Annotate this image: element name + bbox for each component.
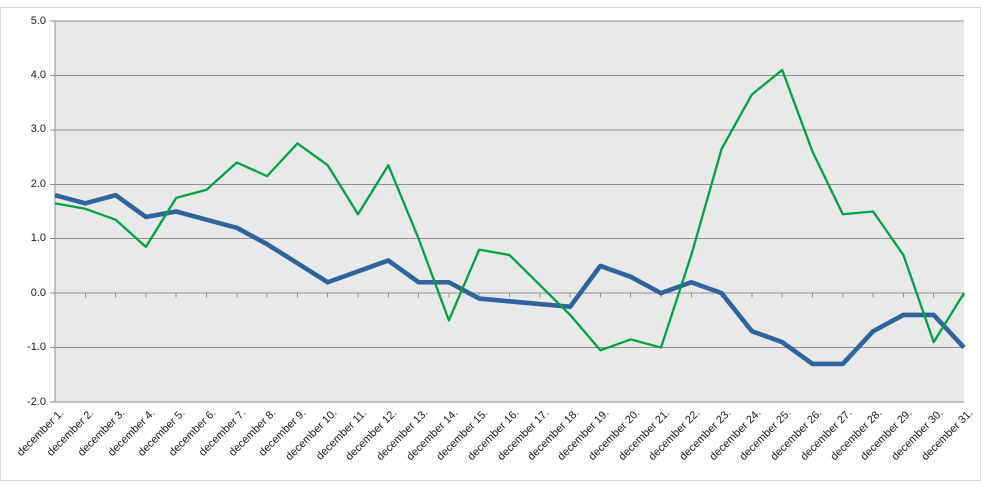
y-axis-tick-label: -2.0 xyxy=(27,395,46,408)
y-axis-tick-label: 0.0 xyxy=(30,286,46,299)
y-axis-tick-label: 4.0 xyxy=(30,68,46,81)
y-axis-tick-label: 5.0 xyxy=(30,14,46,27)
plot-background xyxy=(55,21,964,402)
y-axis-tick-label: 2.0 xyxy=(30,177,46,190)
y-axis-tick-label: 1.0 xyxy=(30,232,46,245)
green-series-line xyxy=(54,68,965,352)
y-axis-tick-label: -1.0 xyxy=(27,341,46,354)
blue-series-line xyxy=(54,192,966,367)
y-axis-tick-label: 3.0 xyxy=(30,123,46,136)
